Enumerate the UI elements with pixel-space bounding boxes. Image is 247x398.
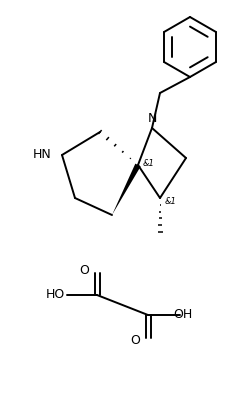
Text: HN: HN	[33, 148, 51, 162]
Polygon shape	[112, 164, 141, 215]
Text: OH: OH	[173, 308, 193, 322]
Text: &1: &1	[165, 197, 177, 207]
Text: HO: HO	[45, 289, 65, 302]
Text: N: N	[147, 111, 157, 125]
Text: &1: &1	[143, 158, 155, 168]
Text: O: O	[79, 265, 89, 277]
Text: O: O	[130, 334, 140, 347]
